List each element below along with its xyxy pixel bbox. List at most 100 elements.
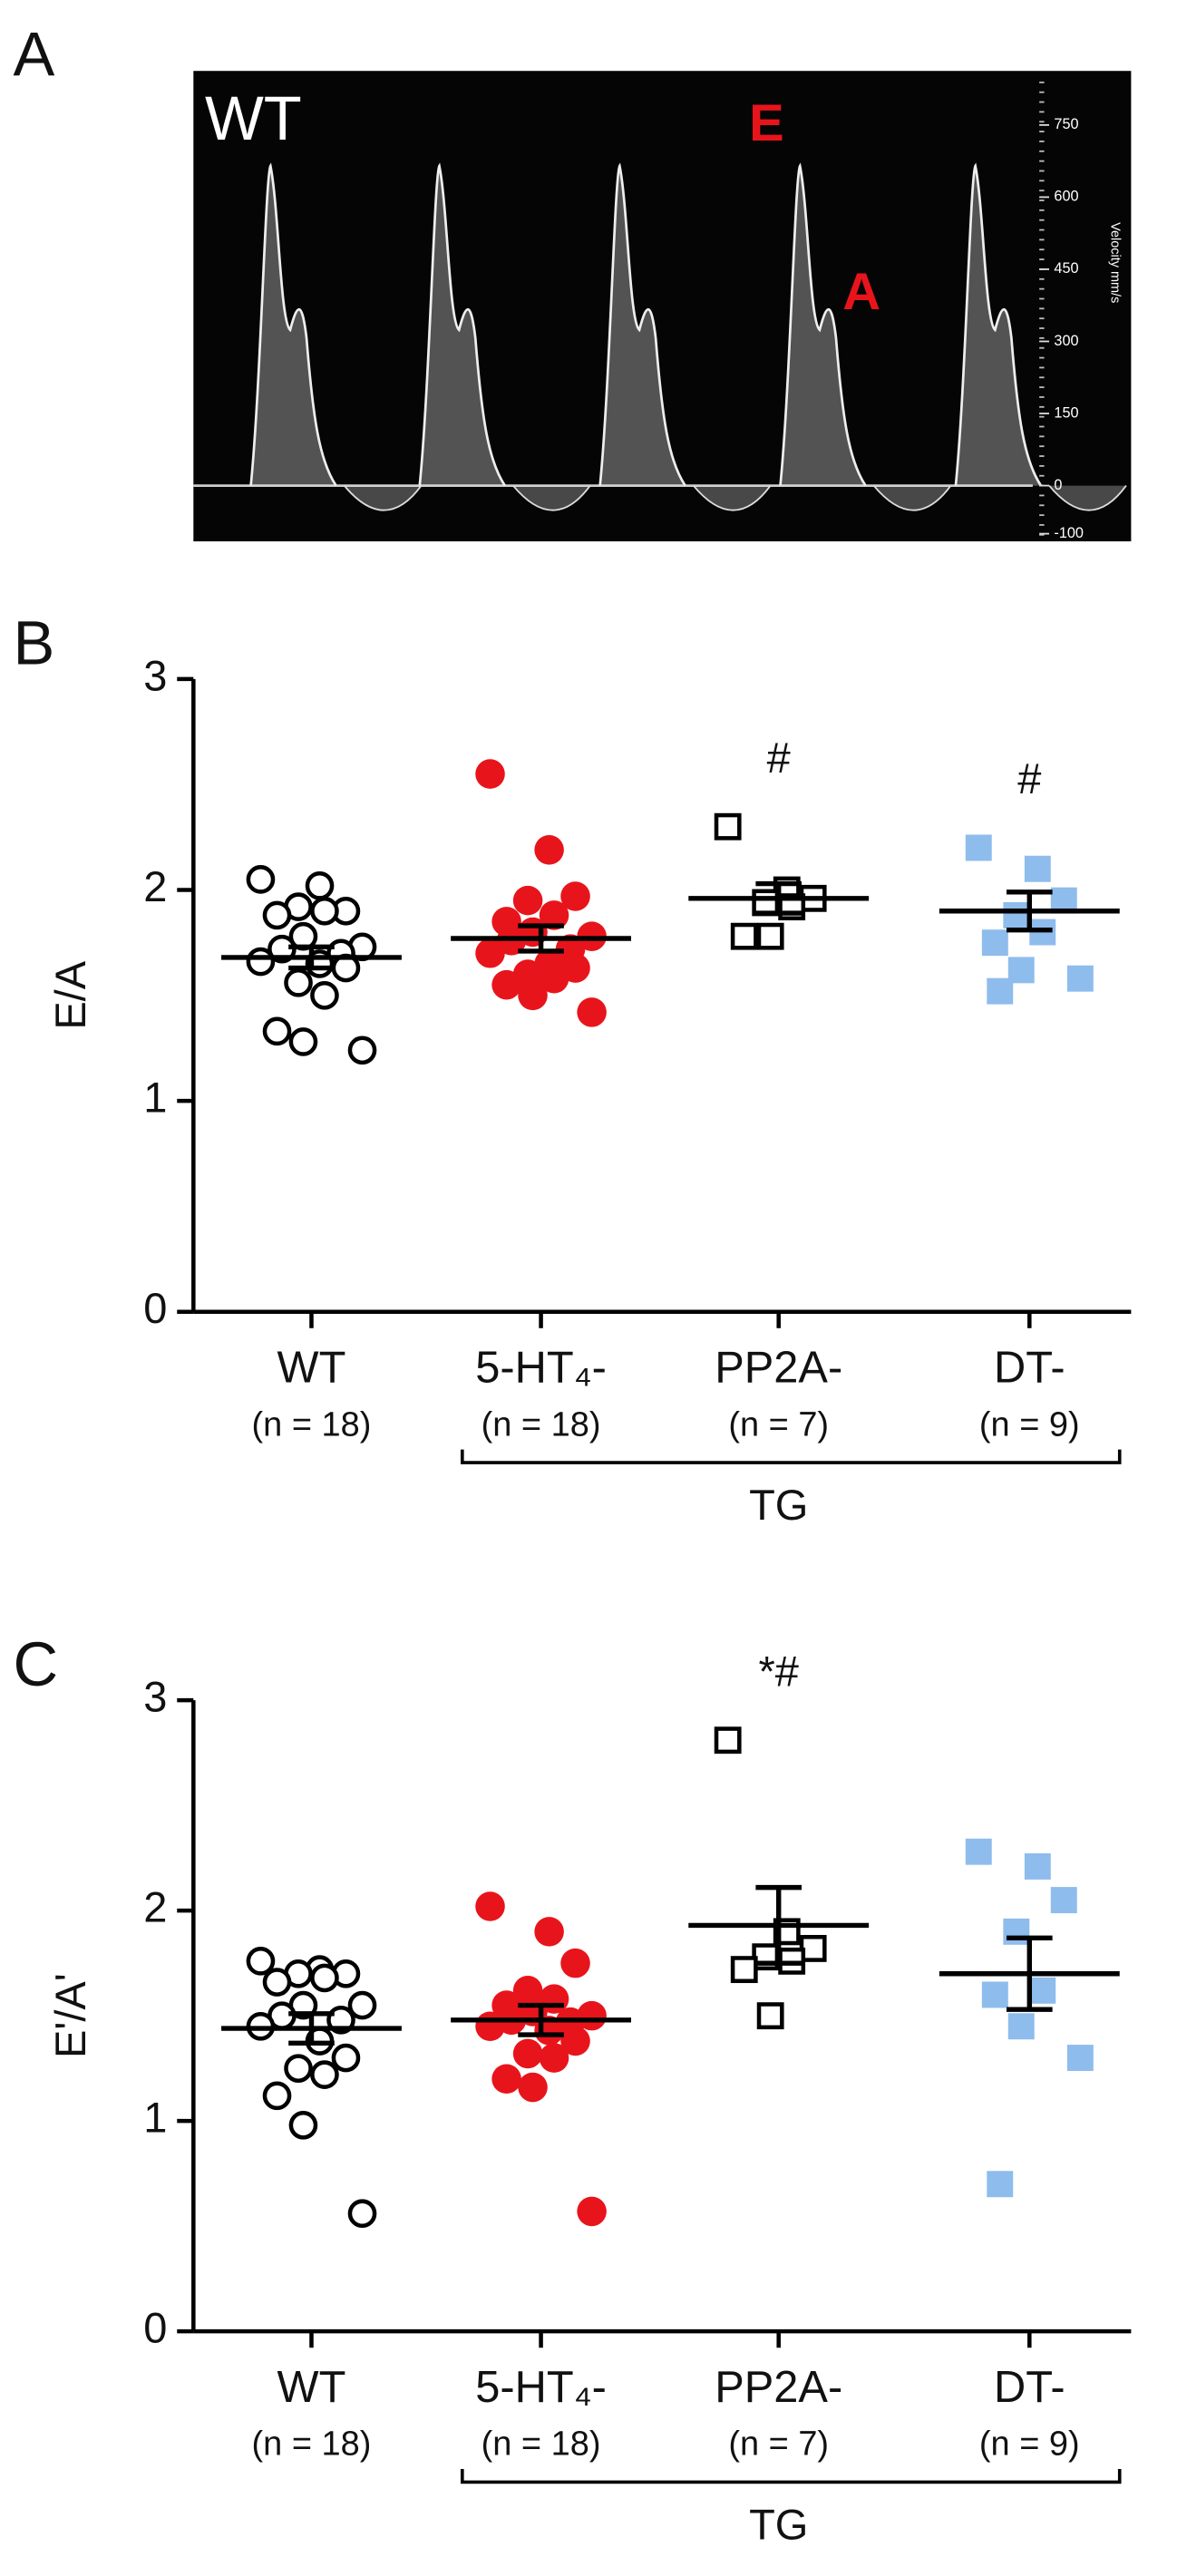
error-bar [288, 944, 335, 971]
x-tick-label: 5-HT₄- [475, 1344, 607, 1393]
data-point [262, 900, 292, 930]
doppler-tick-label: 750 [1054, 116, 1078, 132]
data-point [310, 980, 339, 1010]
group-label: TG [749, 2501, 808, 2549]
x-sublabel: (n = 7) [728, 2425, 829, 2464]
y-tick-label: 2 [143, 1883, 167, 1931]
y-axis-label: E/A [46, 960, 94, 1029]
data-point [987, 2171, 1014, 2198]
data-point [1066, 965, 1094, 992]
data-point [534, 1917, 564, 1947]
x-sublabel: (n = 18) [482, 1405, 601, 1444]
waveform-dip [693, 485, 772, 511]
y-tick-label: 0 [143, 1284, 167, 1332]
waveform [418, 162, 506, 487]
y-axis-label: E'/A' [46, 1973, 94, 2058]
doppler-waveform [193, 81, 1127, 536]
y-tick-label: 1 [143, 1074, 167, 1122]
x-tick-label: PP2A- [715, 1344, 842, 1393]
error-bar [755, 880, 802, 916]
error-bar [518, 923, 564, 954]
data-point [987, 977, 1014, 1005]
data-point [347, 2199, 377, 2229]
data-point [534, 835, 564, 865]
waveform-dip [872, 485, 952, 511]
waveform [249, 162, 337, 487]
data-point [305, 871, 335, 900]
data-point [512, 2038, 543, 2069]
panel-label: A [13, 20, 54, 90]
significance-mark: # [1017, 754, 1041, 802]
data-point [512, 885, 543, 916]
data-point [1003, 1918, 1030, 1945]
data-point [560, 881, 590, 911]
data-point [310, 1963, 339, 1993]
data-point [1050, 1887, 1077, 1914]
data-point [1024, 855, 1051, 882]
doppler-axis-label: Velocity mm/s [1107, 222, 1122, 303]
x-sublabel: (n = 9) [979, 1405, 1080, 1444]
x-tick-label: PP2A- [715, 2363, 842, 2412]
x-tick-label: DT- [994, 1344, 1065, 1393]
a-wave-label: A [842, 263, 880, 321]
data-point [577, 2196, 607, 2227]
data-point [1066, 2045, 1094, 2072]
group-bracket [460, 1449, 1122, 1464]
data-point [284, 2054, 313, 2083]
y-tick-label: 3 [143, 1673, 167, 1721]
data-point [714, 1726, 742, 1755]
data-point [246, 1947, 276, 1976]
panel-label: B [13, 608, 54, 678]
data-point [965, 1838, 992, 1865]
doppler-tick-label: 600 [1054, 189, 1078, 205]
doppler-tick-label: -100 [1054, 525, 1084, 541]
data-point [577, 997, 607, 1027]
error-bar [1006, 889, 1053, 933]
y-tick-label: 1 [143, 2094, 167, 2142]
data-point [1007, 2013, 1035, 2040]
waveform [954, 162, 1043, 487]
data-point [288, 1027, 318, 1056]
data-point [1024, 1852, 1051, 1880]
data-point [539, 963, 569, 994]
data-point [756, 922, 784, 950]
group-label: TG [749, 1481, 808, 1529]
doppler-tick-label: 450 [1054, 260, 1078, 277]
x-tick-label: 5-HT₄- [475, 2363, 607, 2412]
data-point [981, 1981, 1008, 2008]
panel-label: C [13, 1629, 58, 1699]
data-point [288, 2110, 318, 2140]
data-point [752, 889, 780, 917]
data-point [965, 834, 992, 861]
data-point [518, 2072, 548, 2103]
x-tick-label: WT [277, 1344, 346, 1393]
y-tick-label: 0 [143, 2304, 167, 2352]
data-point [714, 812, 742, 841]
x-sublabel: (n = 7) [728, 1405, 829, 1444]
error-bar [755, 1884, 802, 1966]
data-point [1003, 901, 1030, 928]
error-bar [1006, 1935, 1053, 2012]
x-tick-label: DT- [994, 2363, 1065, 2412]
data-point [475, 1891, 505, 1921]
data-point [347, 1035, 377, 1065]
data-point [475, 2011, 505, 2042]
data-point [730, 1956, 758, 1984]
y-tick-label: 3 [143, 651, 167, 699]
data-point [560, 2026, 590, 2056]
data-point [262, 2081, 292, 2111]
doppler-image [193, 71, 1132, 542]
e-wave-label: E [749, 94, 784, 152]
doppler-tick-label: 300 [1054, 333, 1078, 349]
waveform [779, 162, 867, 487]
waveform [598, 162, 686, 487]
waveform-dip [1048, 485, 1127, 511]
x-sublabel: (n = 18) [482, 2425, 601, 2464]
error-bar [288, 2011, 335, 2046]
data-point [246, 865, 276, 894]
x-sublabel: (n = 18) [252, 2425, 372, 2464]
data-point [310, 896, 339, 926]
doppler-tick-label: 150 [1054, 404, 1078, 421]
